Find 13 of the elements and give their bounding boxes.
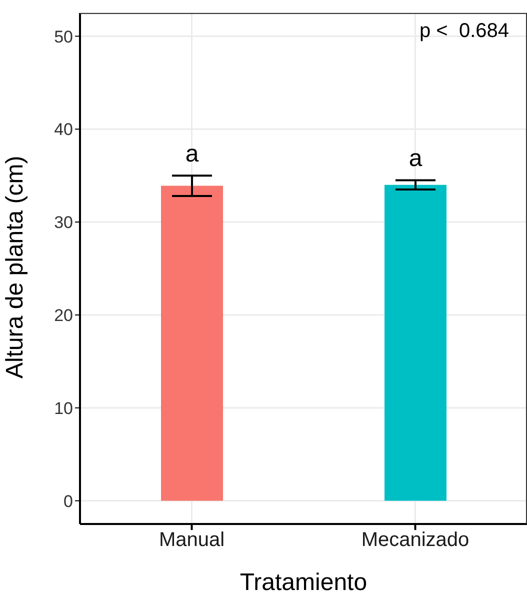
x-tick-label: Mecanizado [361,529,470,552]
y-tick-label: 40 [54,120,73,140]
y-tick-label: 10 [54,398,73,418]
y-tick-label: 30 [54,213,73,232]
annotation: a [185,140,200,168]
x-tick-label: Manual [158,529,225,552]
y-axis-title: Altura de planta (cm) [2,156,29,378]
y-tick-label: 50 [54,27,73,46]
x-axis-title: Tratamiento [240,569,368,596]
annotation: p < 0.684 [419,20,509,43]
y-tick-label: 20 [54,306,73,325]
y-tick-label: 0 [64,492,73,511]
annotation: a [408,145,423,172]
